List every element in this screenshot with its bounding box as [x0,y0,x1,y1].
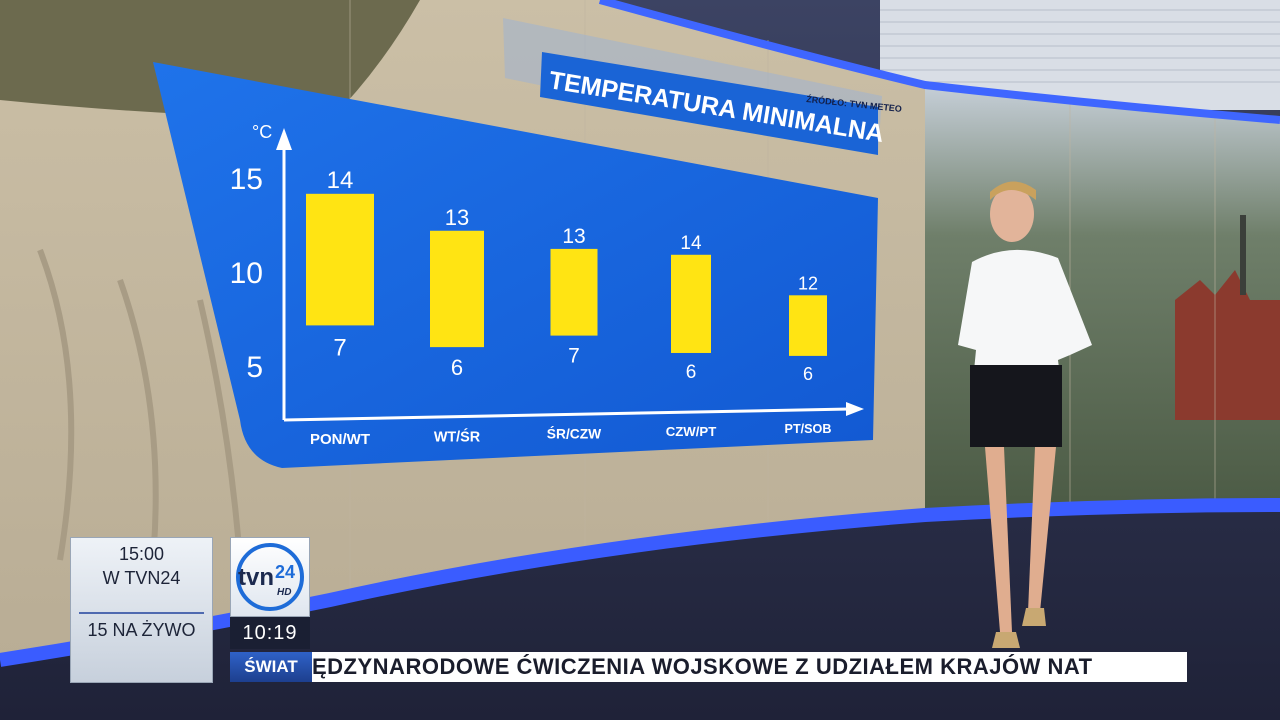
bar-CZW/PT [671,254,711,353]
presenter [958,181,1092,648]
x-tick-label: WT/ŚR [434,427,481,445]
channel-logo-icon: tvn 24 HD [236,543,304,611]
x-tick-label: ŚR/CZW [547,425,602,442]
chart-panel [153,62,878,468]
bar-high-label: 14 [680,233,702,254]
news-ticker: ĘDZYNARODOWE ĆWICZENIA WOJSKOWE Z UDZIAŁ… [312,652,1187,682]
bar-WT/ŚR [430,230,484,348]
y-axis-unit: °C [252,122,272,142]
x-tick-label: PON/WT [310,431,370,448]
ticker-category: ŚWIAT [230,652,312,682]
bar-low-label: 7 [333,334,346,361]
x-tick-label: CZW/PT [666,424,717,439]
y-tick-label: 5 [246,351,263,384]
church-spire [1240,215,1246,295]
x-axis-line [283,407,851,422]
bar-low-label: 6 [803,364,813,384]
bar-high-label: 12 [798,273,818,293]
channel-logo: tvn 24 HD [230,537,310,617]
next-program-time: 15:00 [118,544,165,564]
led-strip-top [598,0,1280,124]
next-program-divider [79,612,204,614]
city-roofs [1175,270,1280,420]
next-program-box: 15:00 W TVN24 15 NA ŻYWO [70,537,213,683]
bar-high-label: 13 [562,225,585,248]
clock: 10:19 [230,617,310,649]
bar-low-label: 6 [686,362,697,383]
bar-high-label: 13 [445,205,469,230]
bar-PON/WT [306,193,374,326]
y-tick-label: 15 [230,163,263,196]
chart: °C 5 10 15 14 7 PON/WT 13 6 WT/ŚR 13 7 ŚR/CZW 14 6 CZW… [230,122,864,448]
x-axis-arrow [846,402,864,416]
next-program-channel: W TVN24 [102,568,181,588]
window-blinds [880,9,1280,83]
next-program-title: 15 NA ŻYWO [87,620,196,640]
bar-ŚR/CZW [550,248,598,336]
ticker-text: ĘDZYNARODOWE ĆWICZENIA WOJSKOWE Z UDZIAŁ… [312,654,1093,679]
x-tick-label: PT/SOB [785,422,832,436]
beach-dune [0,0,420,120]
title-band-fill [540,52,878,155]
bar-low-label: 6 [451,355,463,380]
logo-number: 24 [275,562,295,582]
y-tick-label: 10 [230,257,263,290]
y-axis-arrow [276,128,292,150]
bar-high-label: 14 [327,167,354,194]
logo-text: tvn [238,564,274,591]
logo-hd: HD [277,587,291,598]
bar-PT/SOB [789,295,827,356]
bar-low-label: 7 [568,345,580,368]
